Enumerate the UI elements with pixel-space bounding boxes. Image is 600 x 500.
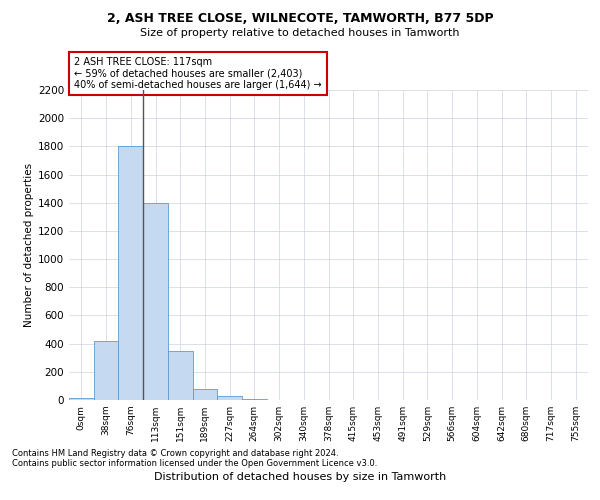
Y-axis label: Number of detached properties: Number of detached properties (24, 163, 34, 327)
Text: Distribution of detached houses by size in Tamworth: Distribution of detached houses by size … (154, 472, 446, 482)
Text: Contains HM Land Registry data © Crown copyright and database right 2024.: Contains HM Land Registry data © Crown c… (12, 448, 338, 458)
Bar (217, 396, 242, 400)
Bar (118, 146, 143, 400)
Bar (143, 202, 168, 400)
Text: 2, ASH TREE CLOSE, WILNECOTE, TAMWORTH, B77 5DP: 2, ASH TREE CLOSE, WILNECOTE, TAMWORTH, … (107, 12, 493, 26)
Bar (94, 341, 118, 400)
Bar (69, 398, 94, 400)
Bar (193, 388, 217, 400)
Text: 2 ASH TREE CLOSE: 117sqm
← 59% of detached houses are smaller (2,403)
40% of sem: 2 ASH TREE CLOSE: 117sqm ← 59% of detach… (74, 57, 322, 90)
Bar (168, 350, 193, 400)
Text: Contains public sector information licensed under the Open Government Licence v3: Contains public sector information licen… (12, 460, 377, 468)
Text: Size of property relative to detached houses in Tamworth: Size of property relative to detached ho… (140, 28, 460, 38)
